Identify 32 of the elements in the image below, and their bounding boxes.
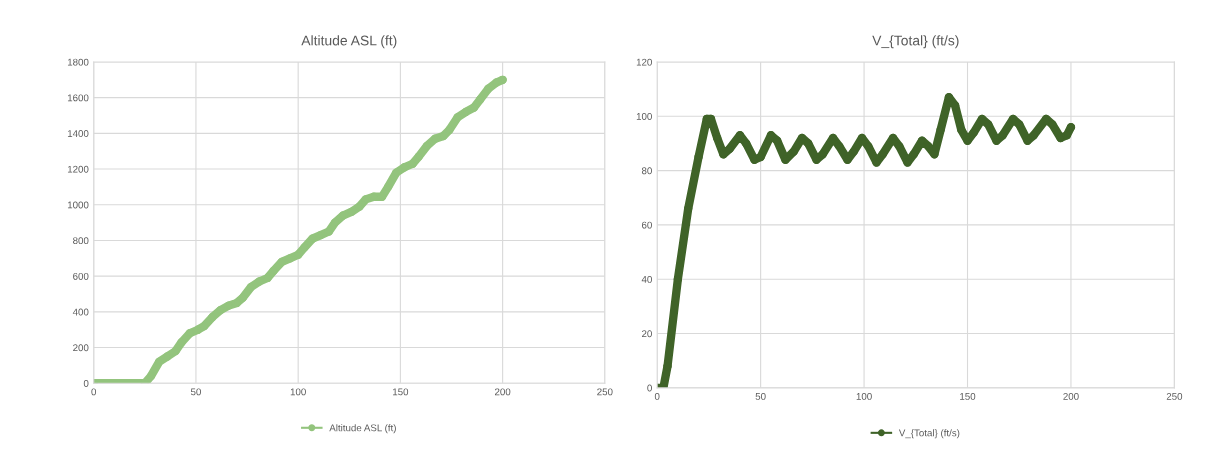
y-tick-label: 120	[636, 58, 652, 66]
y-tick-label: 1800	[67, 58, 89, 66]
y-tick-label: 1200	[67, 165, 89, 173]
x-tick-label: 0	[654, 392, 660, 400]
y-tick-label: 100	[636, 113, 652, 120]
y-tick-label: 800	[73, 237, 89, 245]
y-tick-label: 20	[642, 330, 652, 338]
y-tick-label: 200	[73, 344, 89, 352]
x-tick-label: 250	[1166, 392, 1183, 400]
x-tick-label: 250	[597, 388, 613, 396]
x-tick-label: 50	[190, 388, 201, 396]
y-tick-label: 400	[72, 308, 89, 316]
chart-title: Altitude ASL (ft)	[301, 35, 397, 49]
y-tick-label: 0	[83, 380, 89, 387]
y-tick-label: 600	[73, 272, 89, 280]
y-tick-label: 40	[641, 275, 652, 283]
legend-label: V_{Total} (ft/s)	[898, 429, 960, 439]
x-tick-label: 200	[1063, 392, 1079, 400]
y-tick-label: 1400	[67, 130, 89, 137]
x-tick-label: 0	[91, 388, 97, 396]
legend-label: Altitude ASL (ft)	[329, 424, 396, 434]
y-tick-label: 60	[642, 221, 652, 229]
x-tick-label: 150	[393, 388, 409, 396]
chart-title: V_{Total} (ft/s)	[872, 35, 959, 49]
x-tick-label: 50	[755, 392, 766, 400]
y-tick-label: 1000	[67, 201, 89, 209]
x-tick-label: 200	[495, 388, 511, 396]
y-tick-label: 1600	[67, 94, 89, 102]
y-tick-label: 80	[641, 167, 652, 175]
x-tick-label: 100	[290, 388, 306, 396]
x-tick-label: 150	[960, 392, 976, 400]
x-tick-label: 100	[856, 392, 872, 400]
